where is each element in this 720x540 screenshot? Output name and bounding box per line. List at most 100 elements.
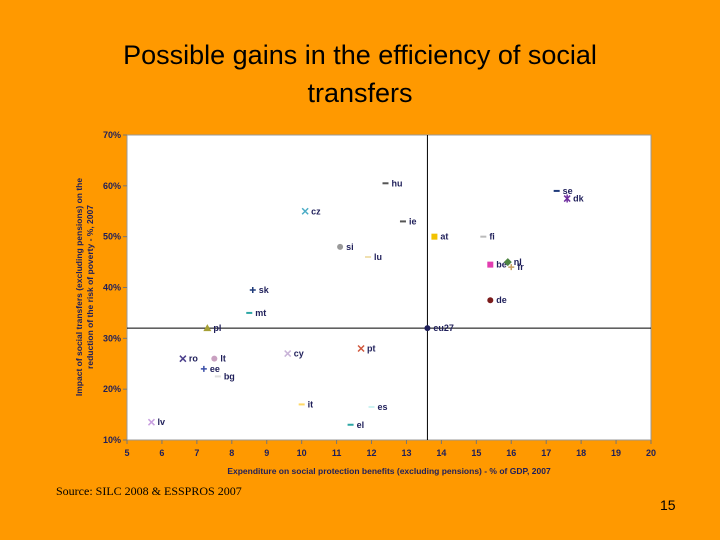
point-marker-nl [503, 258, 512, 267]
page-number: 15 [660, 497, 676, 513]
y-tick-label: 60% [103, 181, 121, 191]
x-tick-label: 20 [646, 448, 656, 458]
data-point-ee: ee [200, 364, 220, 374]
x-tick-label: 10 [297, 448, 307, 458]
point-label-be: be [496, 260, 507, 270]
data-point-dk: dk [563, 194, 585, 204]
x-tick-label: 9 [264, 448, 269, 458]
slide-title-line1: Possible gains in the efficiency of soci… [123, 40, 597, 70]
point-marker-eu27 [424, 325, 431, 332]
point-label-el: el [357, 420, 365, 430]
point-marker-be [487, 261, 494, 268]
point-label-it: it [308, 399, 314, 409]
point-label-lv: lv [157, 417, 165, 427]
y-axis-label-line1: Impact of social transfers (excluding pe… [74, 178, 84, 396]
data-point-ie: ie [399, 216, 417, 226]
x-tick-label: 8 [229, 448, 234, 458]
data-point-be: be [487, 260, 507, 270]
point-label-cy: cy [294, 349, 304, 359]
x-tick-label: 5 [124, 448, 129, 458]
data-point-bg: bg [214, 371, 235, 381]
y-axis-label-group: Impact of social transfers (excluding pe… [74, 178, 95, 396]
slide-title-line2: transfers [307, 78, 413, 108]
y-tick-label: 50% [103, 232, 121, 242]
point-marker-ee [200, 365, 207, 372]
point-label-cz: cz [311, 206, 321, 216]
data-point-el: el [347, 420, 365, 430]
point-label-fi: fi [489, 232, 495, 242]
point-marker-cz [301, 207, 309, 215]
data-point-si: si [337, 242, 354, 252]
point-label-lt: lt [220, 354, 226, 364]
data-point-eu27: eu27 [424, 323, 454, 333]
point-label-dk: dk [573, 194, 584, 204]
x-tick-label: 12 [367, 448, 377, 458]
x-tick-label: 16 [506, 448, 516, 458]
chart-svg: Impact of social transfers (excluding pe… [74, 130, 656, 476]
data-point-lt: lt [211, 354, 226, 364]
point-label-ro: ro [189, 354, 199, 364]
x-tick-label: 7 [194, 448, 199, 458]
point-label-pt: pt [367, 344, 376, 354]
data-point-de: de [487, 295, 507, 305]
scatter-chart: Impact of social transfers (excluding pe… [70, 126, 670, 486]
data-point-mt: mt [246, 308, 266, 318]
point-marker-fr [508, 264, 515, 271]
x-tick-label: 11 [332, 448, 342, 458]
point-label-pl: pl [213, 323, 221, 333]
x-tick-label: 17 [541, 448, 551, 458]
point-label-fr: fr [517, 262, 524, 272]
y-tick-label: 70% [103, 130, 121, 140]
reference-lines [127, 135, 651, 440]
point-marker-at [431, 233, 438, 240]
data-point-ro: ro [179, 354, 199, 364]
point-label-se: se [563, 186, 573, 196]
data-point-sk: sk [249, 285, 270, 295]
slide-title: Possible gains in the efficiency of soci… [40, 36, 680, 112]
point-marker-pt [357, 344, 365, 353]
point-label-hu: hu [392, 178, 403, 188]
y-tick-label: 30% [103, 333, 121, 343]
data-point-lv: lv [147, 417, 165, 427]
point-label-de: de [496, 295, 507, 305]
point-marker-sk [249, 287, 256, 294]
point-label-sk: sk [259, 285, 270, 295]
point-marker-de [487, 297, 494, 304]
data-point-nl: nl [503, 257, 522, 267]
point-label-lu: lu [374, 252, 382, 262]
point-marker-si [337, 243, 344, 250]
x-tick-label: 14 [436, 448, 446, 458]
point-label-nl: nl [514, 257, 522, 267]
x-tick-label: 19 [611, 448, 621, 458]
data-point-lu: lu [365, 252, 382, 262]
data-point-fr: fr [508, 262, 524, 272]
y-axis-label-line2: reduction of the risk of poverty - %, 20… [85, 205, 95, 369]
x-tick-label: 6 [159, 448, 164, 458]
data-point-it: it [298, 399, 314, 409]
data-point-se: se [553, 186, 573, 196]
point-label-mt: mt [255, 308, 266, 318]
data-point-fi: fi [480, 232, 495, 242]
point-marker-lt [211, 355, 218, 362]
x-tick-label: 18 [576, 448, 586, 458]
data-point-hu: hu [382, 178, 403, 188]
y-tick-label: 20% [103, 384, 121, 394]
x-axis-label: Expenditure on social protection benefit… [227, 466, 551, 476]
point-label-bg: bg [224, 371, 235, 381]
data-point-at: at [431, 232, 448, 242]
x-tick-label: 15 [471, 448, 481, 458]
data-point-pt: pt [357, 344, 376, 354]
point-marker-pl [203, 324, 212, 332]
point-label-ie: ie [409, 216, 417, 226]
point-label-eu27: eu27 [433, 323, 454, 333]
y-tick-label: 40% [103, 283, 121, 293]
point-label-si: si [346, 242, 354, 252]
point-marker-lv [147, 418, 155, 426]
source-note: Source: SILC 2008 & ESSPROS 2007 [56, 484, 242, 498]
x-tick-label: 13 [401, 448, 411, 458]
plot-area [126, 134, 652, 441]
data-point-pl: pl [203, 323, 221, 333]
data-point-es: es [368, 402, 388, 412]
point-label-es: es [378, 402, 388, 412]
